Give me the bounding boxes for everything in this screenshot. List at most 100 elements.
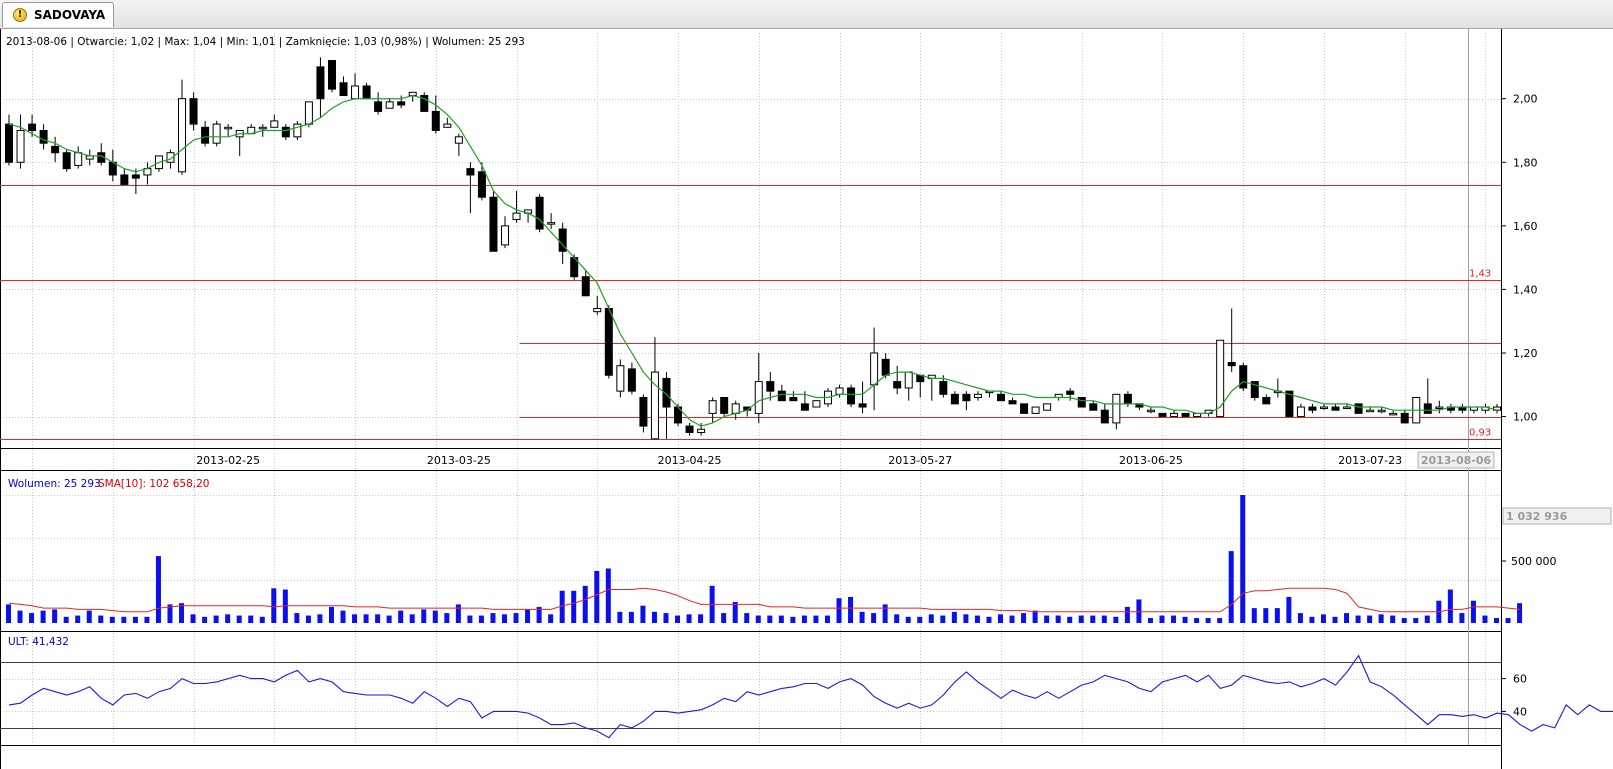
- volume-bar: [755, 615, 761, 623]
- volume-bar: [525, 609, 531, 623]
- volume-bar: [490, 613, 496, 623]
- volume-bar: [744, 613, 750, 623]
- candle-body: [1043, 403, 1052, 411]
- candle-body: [443, 123, 452, 128]
- candle-body: [178, 98, 187, 173]
- volume-bar: [1413, 618, 1419, 623]
- candle-body: [973, 393, 982, 398]
- chart-tab[interactable]: ! SADOVAYA: [2, 2, 114, 27]
- volume-bar: [1424, 615, 1430, 623]
- candle-body: [489, 196, 498, 252]
- volume-bar: [1517, 603, 1523, 623]
- volume-bar: [848, 596, 854, 623]
- candle-body: [1319, 406, 1328, 410]
- candle-body: [189, 98, 198, 125]
- candle: [431, 95, 440, 134]
- candle-body: [1031, 406, 1040, 414]
- volume-bar: [1263, 608, 1269, 623]
- candle-body: [766, 381, 775, 392]
- candle-body: [420, 95, 429, 112]
- volume-bar: [1136, 599, 1142, 623]
- volume-bar: [155, 556, 161, 623]
- candle: [858, 381, 867, 414]
- volume-bar: [1032, 610, 1038, 623]
- candle: [1216, 339, 1225, 418]
- current-date-marker: 2013-08-06: [1417, 451, 1495, 469]
- volume-bar: [271, 588, 277, 623]
- ult-axis-label: 40: [1513, 705, 1527, 718]
- volume-bar: [421, 609, 427, 623]
- candle: [385, 98, 394, 109]
- price-axis-label: 1,60: [1513, 220, 1538, 233]
- volume-bar: [594, 570, 600, 623]
- volume-bar: [721, 613, 727, 623]
- volume-bar: [317, 614, 323, 623]
- volume-bar: [502, 614, 507, 623]
- candle: [754, 352, 763, 423]
- candle-body: [166, 152, 175, 163]
- volume-bar: [882, 604, 888, 623]
- candle: [581, 270, 590, 297]
- candle-body: [777, 390, 786, 402]
- volume-bar: [363, 614, 369, 623]
- volume-bar: [398, 610, 404, 623]
- candle-body: [812, 400, 821, 408]
- date-axis-label: 2013-07-23: [1338, 454, 1402, 467]
- volume-bar: [675, 615, 681, 623]
- volume-bar: [294, 613, 300, 623]
- volume-bar: [259, 616, 265, 623]
- candle-body: [362, 85, 371, 100]
- volume-bar: [571, 590, 577, 623]
- price-level-label: 1,43: [1469, 269, 1491, 280]
- volume-bar: [767, 615, 773, 623]
- volume-bar: [190, 614, 196, 623]
- volume-bar: [732, 601, 738, 623]
- candle-body: [720, 396, 729, 414]
- candle: [547, 213, 556, 230]
- price-axis-label: 1,40: [1513, 283, 1538, 296]
- candle: [1400, 410, 1409, 424]
- candle-body: [397, 101, 406, 106]
- candle-body: [1146, 409, 1155, 413]
- volume-bar: [1390, 615, 1396, 623]
- candle-body: [685, 425, 694, 433]
- candle-body: [51, 145, 60, 154]
- candle: [789, 391, 798, 402]
- volume-bar: [1055, 615, 1061, 623]
- candle: [639, 394, 648, 433]
- candle-body: [385, 101, 394, 109]
- candle: [62, 149, 71, 172]
- volume-bar: [213, 615, 219, 623]
- volume-bar: [859, 611, 865, 623]
- volume-bar: [236, 615, 242, 623]
- candle: [558, 222, 567, 264]
- candle-body: [62, 152, 71, 170]
- candle-body: [1066, 390, 1075, 395]
- volume-bar: [52, 609, 58, 623]
- candle-body: [1354, 403, 1363, 414]
- volume-bar: [640, 605, 646, 623]
- candle-body: [1123, 393, 1132, 405]
- candle-body: [1170, 412, 1179, 418]
- volume-bar: [1240, 495, 1246, 623]
- candle-body: [997, 393, 1005, 402]
- volume-bar: [1367, 615, 1373, 623]
- volume-bar: [1470, 600, 1476, 623]
- candle-body: [789, 396, 798, 402]
- candle-body: [1020, 403, 1029, 414]
- volume-bar: [132, 616, 138, 623]
- volume-max-box: [1502, 507, 1612, 525]
- volume-bar: [1182, 616, 1188, 623]
- candle-body: [16, 129, 25, 163]
- candle: [466, 162, 475, 214]
- volume-bar: [824, 615, 830, 623]
- volume-bar: [1205, 618, 1211, 623]
- volume-bar: [1090, 615, 1096, 623]
- candle-body: [1423, 403, 1432, 414]
- volume-bar: [432, 610, 438, 623]
- volume-bar: [1505, 618, 1511, 623]
- ult-line: [8, 654, 1613, 739]
- candle-body: [131, 174, 140, 179]
- volume-bar: [986, 616, 992, 623]
- price-axis-label: 1,00: [1513, 411, 1538, 424]
